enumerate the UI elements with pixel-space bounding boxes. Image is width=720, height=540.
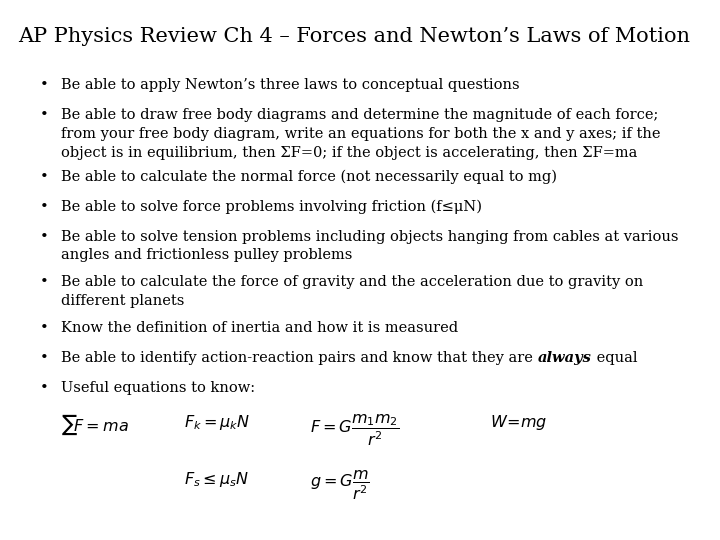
Text: Be able to calculate the force of gravity and the acceleration due to gravity on: Be able to calculate the force of gravit… xyxy=(61,275,644,308)
Text: Be able to solve force problems involving friction (f≤μN): Be able to solve force problems involvin… xyxy=(61,200,482,214)
Text: always: always xyxy=(538,351,592,365)
Text: AP Physics Review Ch 4 – Forces and Newton’s Laws of Motion: AP Physics Review Ch 4 – Forces and Newt… xyxy=(18,27,690,46)
Text: equal: equal xyxy=(592,351,637,365)
Text: •: • xyxy=(40,275,48,289)
Text: •: • xyxy=(40,78,48,92)
Text: $W\!=\!mg$: $W\!=\!mg$ xyxy=(490,413,547,432)
Text: •: • xyxy=(40,381,48,395)
Text: Be able to draw free body diagrams and determine the magnitude of each force;
fr: Be able to draw free body diagrams and d… xyxy=(61,108,661,160)
Text: Useful equations to know:: Useful equations to know: xyxy=(61,381,256,395)
Text: Be able to calculate the normal force (not necessarily equal to mg): Be able to calculate the normal force (n… xyxy=(61,170,557,185)
Text: •: • xyxy=(40,321,48,335)
Text: •: • xyxy=(40,170,48,184)
Text: $F = G\dfrac{m_1 m_2}{r^2}$: $F = G\dfrac{m_1 m_2}{r^2}$ xyxy=(310,413,399,449)
Text: $F_s \leq \mu_s N$: $F_s \leq \mu_s N$ xyxy=(184,470,248,489)
Text: •: • xyxy=(40,200,48,214)
Text: $g = G\dfrac{m}{r^2}$: $g = G\dfrac{m}{r^2}$ xyxy=(310,470,369,503)
Text: •: • xyxy=(40,230,48,244)
Text: Be able to identify action-reaction pairs and know that they are: Be able to identify action-reaction pair… xyxy=(61,351,538,365)
Text: Be able to apply Newton’s three laws to conceptual questions: Be able to apply Newton’s three laws to … xyxy=(61,78,520,92)
Text: Know the definition of inertia and how it is measured: Know the definition of inertia and how i… xyxy=(61,321,459,335)
Text: $F_k = \mu_k N$: $F_k = \mu_k N$ xyxy=(184,413,250,432)
Text: $\sum\!F = ma$: $\sum\!F = ma$ xyxy=(61,413,129,437)
Text: Be able to solve tension problems including objects hanging from cables at vario: Be able to solve tension problems includ… xyxy=(61,230,679,262)
Text: •: • xyxy=(40,351,48,365)
Text: •: • xyxy=(40,108,48,122)
